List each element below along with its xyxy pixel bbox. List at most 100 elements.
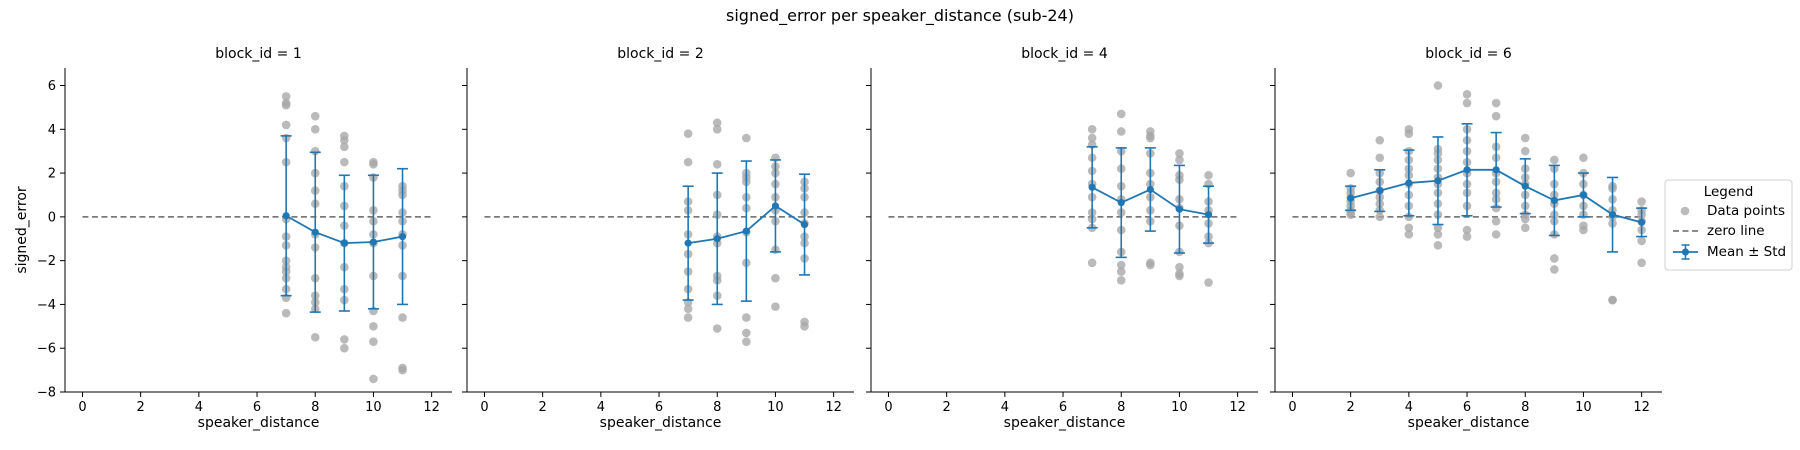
data-point: [1520, 146, 1530, 156]
data-point: [1204, 170, 1213, 180]
data-point: [683, 157, 693, 167]
y-tick-label: 6: [48, 79, 56, 94]
data-point: [369, 322, 378, 331]
data-point: [1462, 225, 1472, 235]
mean-marker: [1117, 199, 1125, 207]
mean-marker: [1638, 218, 1646, 226]
data-point: [1491, 230, 1501, 239]
x-tick-label: 10: [1171, 400, 1188, 415]
data-point: [340, 142, 349, 152]
panel-1: block_id = 10 2 4 6 8 10 12−8−6−4−20246speaker…: [14, 46, 452, 431]
data-point: [1375, 153, 1385, 163]
panel-title: block_id = 2: [617, 46, 703, 62]
panel-2: block_id = 2 0 2 4 6 8 10 12 speaker_distance: [462, 46, 854, 431]
data-point: [1087, 124, 1097, 134]
mean-marker: [684, 239, 692, 247]
x-tick-label: 2: [1347, 400, 1355, 415]
data-point: [1175, 149, 1184, 158]
x-tick-label: 0: [78, 400, 86, 415]
x-tick-label: 2: [539, 400, 547, 415]
data-point: [1175, 262, 1184, 272]
panel-4: block_id = 6 0 2 4 6 8 10 12 speaker_distance: [1270, 46, 1662, 431]
mean-marker: [282, 212, 290, 220]
legend-marker-data-points: [1680, 206, 1690, 216]
x-tick-label: 2: [943, 400, 951, 415]
mean-marker: [1434, 177, 1442, 185]
data-point: [683, 313, 693, 322]
x-axis-label: speaker_distance: [600, 415, 722, 431]
panel-title: block_id = 1: [215, 46, 301, 62]
data-point: [281, 308, 291, 318]
x-tick-label: 10: [365, 400, 382, 415]
x-tick-label: 0: [1288, 400, 1296, 415]
y-tick-label: −8: [37, 386, 56, 401]
data-point: [281, 92, 291, 101]
x-axis-label: speaker_distance: [198, 415, 320, 431]
data-point: [1116, 109, 1126, 119]
mean-marker: [1579, 191, 1588, 199]
x-tick-label: 12: [423, 400, 440, 415]
data-point: [1462, 232, 1472, 241]
data-point: [1637, 258, 1646, 268]
x-tick-label: 12: [1229, 400, 1246, 415]
data-point: [1116, 260, 1126, 270]
data-point: [1175, 155, 1184, 165]
data-point: [712, 124, 722, 134]
data-point: [771, 273, 780, 283]
x-tick-label: 10: [1575, 400, 1592, 415]
data-point: [1146, 260, 1155, 270]
x-tick-label: 4: [195, 400, 203, 415]
y-tick-label: −4: [37, 298, 56, 313]
data-point: [340, 335, 349, 344]
data-point: [398, 313, 407, 322]
data-point: [1087, 258, 1097, 268]
data-point: [712, 324, 722, 333]
data-point: [281, 100, 291, 110]
mean-marker: [771, 202, 780, 210]
y-tick-label: −6: [37, 342, 56, 357]
data-point: [1116, 267, 1126, 276]
legend-label: Data points: [1707, 203, 1785, 219]
mean-marker: [369, 238, 378, 246]
legend: Legend Data points zero line Mean ± Std: [1664, 179, 1793, 271]
data-point: [1550, 254, 1559, 263]
data-point: [398, 365, 407, 375]
data-point: [1146, 133, 1155, 143]
data-point: [310, 332, 320, 342]
data-point: [1520, 223, 1530, 233]
y-tick-label: 4: [48, 123, 56, 138]
data-point: [1346, 210, 1355, 219]
y-tick-label: 2: [48, 167, 56, 182]
mean-marker: [1376, 186, 1384, 195]
mean-marker: [1405, 179, 1413, 187]
data-point: [1375, 135, 1385, 145]
x-tick-label: 8: [311, 400, 319, 415]
x-tick-label: 6: [1059, 400, 1067, 415]
data-point: [310, 111, 320, 121]
panel-title: block_id = 6: [1425, 46, 1512, 62]
x-tick-label: 8: [713, 400, 721, 415]
x-tick-label: 6: [253, 400, 261, 415]
data-point: [1404, 129, 1414, 138]
mean-marker: [742, 227, 750, 235]
legend-box: [1664, 179, 1793, 271]
data-point: [1204, 278, 1213, 287]
data-point: [1116, 276, 1126, 285]
data-point: [1491, 216, 1501, 226]
mean-marker: [311, 228, 319, 236]
data-point: [1175, 271, 1184, 281]
data-point: [1433, 223, 1443, 233]
mean-marker: [1204, 211, 1213, 219]
mean-marker: [800, 220, 809, 229]
data-point: [1462, 89, 1472, 99]
data-point: [1491, 98, 1501, 108]
x-tick-label: 6: [655, 400, 663, 415]
mean-marker: [1463, 166, 1471, 174]
y-tick-label: 0: [48, 210, 56, 225]
mean-marker: [1088, 183, 1096, 191]
mean-marker: [1492, 166, 1500, 174]
data-point: [1637, 236, 1646, 246]
x-tick-label: 6: [1463, 400, 1471, 415]
data-point: [1550, 155, 1559, 165]
mean-marker: [1347, 194, 1355, 202]
